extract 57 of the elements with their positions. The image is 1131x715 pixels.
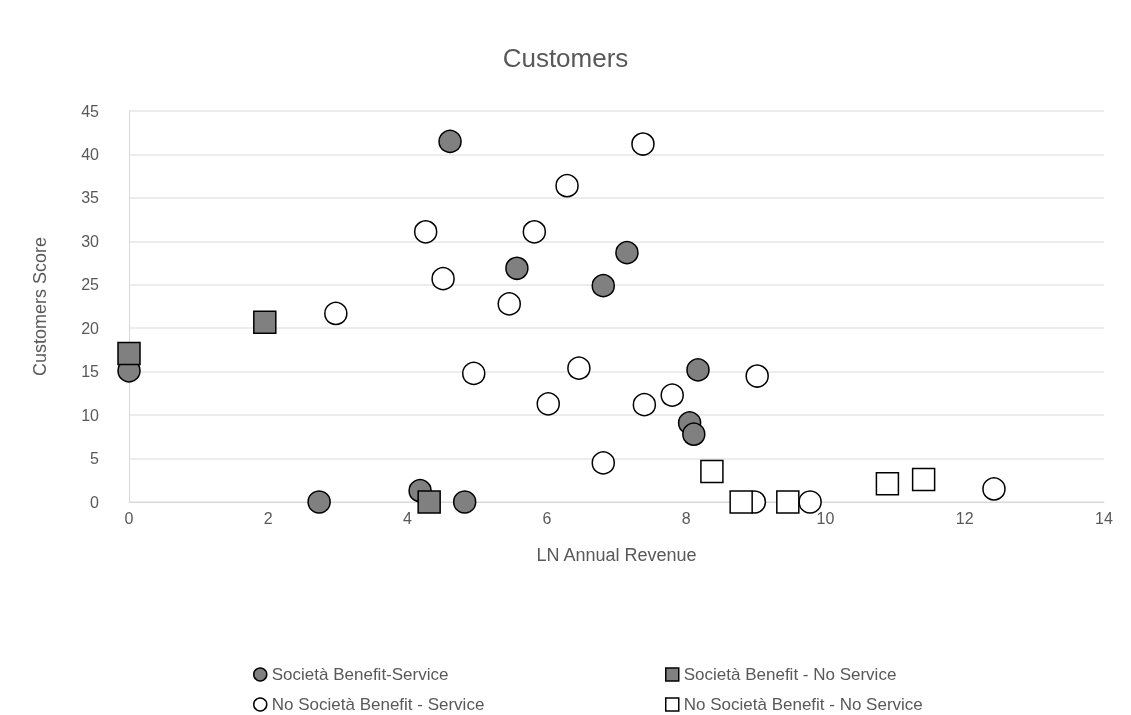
point bbox=[324, 301, 348, 326]
point bbox=[615, 240, 639, 265]
x-tick-label: 6 bbox=[542, 509, 552, 527]
x-tick-label: 8 bbox=[681, 509, 691, 527]
x-tick-label: 10 bbox=[816, 509, 835, 527]
point bbox=[431, 266, 455, 291]
point bbox=[522, 220, 547, 244]
point bbox=[307, 490, 331, 514]
point bbox=[555, 173, 579, 198]
legend-label: No Società Benefit - No Service bbox=[683, 695, 923, 714]
point bbox=[591, 451, 616, 475]
point bbox=[438, 129, 462, 154]
legend-label: Società Benefit-Service bbox=[271, 665, 449, 684]
point bbox=[452, 490, 477, 514]
point bbox=[505, 256, 529, 281]
point bbox=[117, 341, 141, 366]
y-tick-label: 30 bbox=[81, 232, 100, 250]
chart-title: Customers bbox=[502, 43, 629, 73]
point bbox=[253, 310, 277, 334]
x-tick-label: 2 bbox=[263, 509, 273, 527]
point bbox=[632, 392, 657, 417]
x-tick-label: 0 bbox=[124, 509, 134, 527]
point bbox=[462, 361, 486, 386]
point bbox=[497, 292, 521, 316]
point bbox=[536, 392, 560, 416]
y-tick-label: 10 bbox=[81, 406, 100, 424]
y-tick-label: 0 bbox=[90, 493, 100, 511]
legend-label: Società Benefit - No Service bbox=[683, 665, 897, 684]
y-axis-title: Customers Score bbox=[30, 236, 50, 377]
x-tick-label: 12 bbox=[955, 509, 974, 527]
x-tick-label: 14 bbox=[1095, 509, 1113, 527]
y-tick-label: 5 bbox=[90, 450, 100, 468]
x-tick-label: 4 bbox=[403, 509, 413, 527]
point bbox=[686, 358, 710, 382]
point bbox=[417, 490, 441, 514]
point bbox=[776, 490, 800, 514]
y-tick-label: 35 bbox=[81, 189, 100, 207]
point bbox=[875, 472, 900, 496]
point bbox=[567, 356, 591, 380]
y-tick-label: 45 bbox=[81, 102, 100, 120]
point bbox=[729, 490, 753, 514]
point bbox=[798, 490, 822, 514]
point bbox=[700, 459, 724, 484]
y-tick-label: 25 bbox=[81, 276, 100, 294]
y-tick-label: 40 bbox=[81, 145, 100, 163]
x-axis-title: LN Annual Revenue bbox=[536, 545, 697, 565]
point bbox=[982, 477, 1006, 501]
point bbox=[591, 273, 616, 298]
point bbox=[631, 132, 655, 156]
legend-label: No Società Benefit - Service bbox=[271, 695, 485, 714]
point bbox=[682, 422, 706, 446]
point bbox=[745, 364, 769, 388]
y-tick-label: 15 bbox=[81, 363, 100, 381]
point bbox=[660, 383, 684, 407]
y-tick-label: 20 bbox=[81, 319, 100, 337]
point bbox=[413, 220, 438, 244]
point bbox=[911, 467, 936, 492]
